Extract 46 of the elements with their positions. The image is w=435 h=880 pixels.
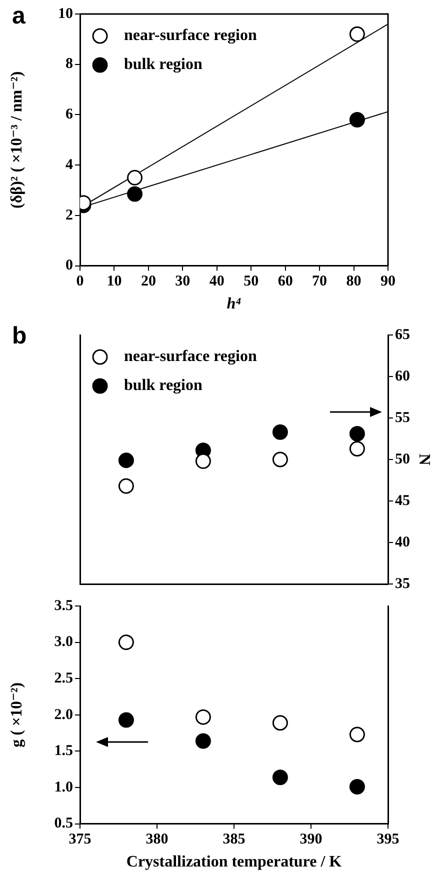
y-tick-label: 4 — [66, 156, 74, 173]
x-axis-title: h⁴ — [226, 296, 242, 313]
x-tick-label: 90 — [380, 274, 396, 290]
y-tick-label: 2.5 — [54, 670, 73, 686]
x-tick-label: 20 — [140, 274, 156, 290]
x-tick-label: 395 — [376, 832, 400, 848]
x-tick-label: 30 — [175, 274, 190, 290]
x-tick-label: 390 — [300, 832, 322, 848]
y2-axis-title: N — [415, 454, 432, 466]
y2-tick-label: 35 — [395, 576, 410, 592]
y2-tick-label: 45 — [395, 492, 410, 509]
y-tick-label: 0 — [66, 258, 73, 274]
y-tick-label: 3.5 — [54, 598, 73, 614]
x-tick-label: 10 — [106, 274, 122, 290]
chart-title: b — [12, 322, 27, 350]
y2-tick-label: 65 — [395, 326, 410, 343]
chart-title: a — [12, 2, 26, 30]
legend-label: bulk region — [124, 377, 202, 394]
x-tick-label: 380 — [146, 832, 168, 848]
y-tick-label: 1.5 — [54, 743, 73, 760]
x-tick-label: 0 — [76, 274, 84, 290]
x-tick-label: 385 — [222, 832, 246, 848]
y-axis-title: g ( ×10⁻²) — [8, 682, 26, 748]
x-tick-label: 375 — [68, 832, 92, 848]
y-tick-label: 0.5 — [54, 816, 73, 832]
y-axis-title: (δβ)² ( ×10⁻³ / nm⁻²) — [8, 71, 26, 208]
y-tick-label: 8 — [66, 56, 73, 72]
x-tick-label: 50 — [244, 274, 259, 290]
y-tick-label: 2 — [66, 207, 73, 224]
x-tick-label: 80 — [346, 274, 362, 290]
y2-tick-label: 55 — [395, 410, 410, 426]
y-tick-label: 2.0 — [54, 706, 73, 723]
x-axis-title: Crystallization temperature / K — [126, 854, 342, 871]
legend-label: near-surface region — [124, 348, 257, 366]
legend-label: near-surface region — [124, 27, 257, 44]
y-tick-label: 1.0 — [54, 779, 73, 796]
x-tick-label: 40 — [209, 274, 224, 290]
y-tick-label: 6 — [66, 106, 74, 123]
y2-tick-label: 40 — [395, 534, 410, 550]
y2-tick-label: 50 — [395, 451, 410, 468]
legend-label: bulk region — [124, 56, 202, 74]
y-tick-label: 10 — [58, 6, 73, 22]
x-tick-label: 60 — [278, 274, 293, 290]
y-tick-label: 3.0 — [54, 634, 73, 650]
x-tick-label: 70 — [312, 274, 328, 290]
y2-tick-label: 60 — [395, 368, 410, 384]
